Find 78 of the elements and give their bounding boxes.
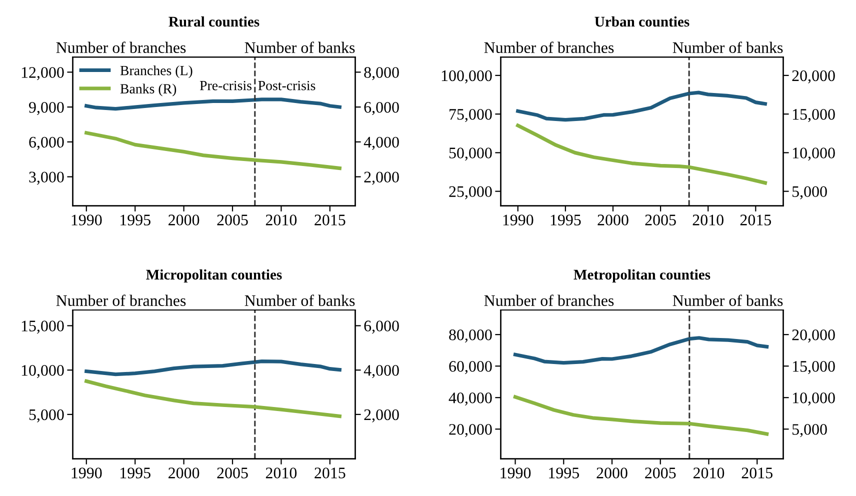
y2-tick-label: 10,000: [792, 148, 835, 161]
x-tick-label: 2015: [314, 214, 346, 226]
x-tick-label: 2010: [266, 214, 297, 226]
y-tick-label: 80,000: [449, 329, 492, 343]
y-tick-label: 3,000: [29, 172, 64, 185]
y-tick-label: 10,000: [22, 364, 64, 378]
y-tick-label: 75,000: [450, 108, 492, 122]
x-tick-label: 1990: [500, 468, 531, 478]
x-tick-label: 2010: [693, 468, 724, 478]
x-tick-label: 2005: [217, 468, 248, 478]
x-tick-label: 2000: [168, 468, 200, 478]
y-tick-label: 60,000: [449, 361, 492, 374]
y-axis-title: Number of branches: [484, 294, 614, 306]
y2-axis-title: Number of banks: [672, 294, 783, 306]
annotation: Pre-crisis: [200, 80, 252, 90]
y2-tick-label: 8,000: [364, 67, 399, 80]
x-tick-label: 2010: [692, 214, 724, 226]
y2-tick-label: 10,000: [792, 392, 835, 406]
y-tick-label: 20,000: [449, 424, 492, 438]
x-tick-label: 2005: [217, 214, 248, 226]
x-tick-label: 2005: [645, 468, 676, 478]
line-series: [513, 336, 769, 365]
x-tick-label: 2005: [645, 214, 676, 226]
y-tick-label: 15,000: [22, 320, 64, 334]
x-tick-label: 2010: [266, 468, 297, 478]
y-tick-label: 40,000: [448, 392, 492, 406]
y-tick-label: 6,000: [29, 136, 64, 150]
x-tick-label: 1995: [120, 214, 150, 226]
y-tick-label: 100,000: [442, 70, 492, 84]
y-tick-label: 25,000: [449, 186, 492, 200]
x-tick-label: 1990: [503, 214, 534, 226]
line-series: [84, 359, 342, 376]
chart-title: Metropolitan counties: [574, 269, 710, 283]
y-tick-label: 12,000: [22, 67, 64, 80]
x-tick-label: 2015: [742, 468, 772, 478]
y2-tick-label: 6,000: [364, 320, 399, 334]
y-axis-title: Number of branches: [484, 42, 614, 54]
y-tick-label: 5,000: [29, 409, 64, 422]
line-series: [84, 98, 342, 111]
legend-label: Branches (L): [120, 65, 192, 78]
chart-title: Micropolitan counties: [146, 269, 282, 283]
y-tick-label: 9,000: [29, 102, 64, 116]
y2-tick-label: 20,000: [792, 70, 835, 84]
x-tick-label: 1995: [550, 214, 581, 226]
x-tick-label: 2000: [596, 468, 628, 478]
y2-tick-label: 15,000: [792, 108, 835, 122]
y2-axis-title: Number of banks: [672, 42, 783, 54]
x-tick-label: 1995: [120, 468, 150, 478]
y2-axis-title: Number of banks: [244, 294, 355, 306]
line-series: [84, 131, 342, 170]
y2-axis-title: Number of banks: [244, 42, 355, 54]
y2-tick-label: 4,000: [364, 364, 399, 378]
y2-tick-label: 2,000: [364, 409, 399, 422]
x-tick-label: 2015: [740, 214, 772, 226]
x-tick-label: 2000: [168, 214, 200, 226]
y-axis-title: Number of branches: [56, 294, 186, 306]
line-series: [516, 90, 767, 122]
x-tick-label: 1995: [549, 468, 579, 478]
line-series: [516, 124, 767, 185]
y2-tick-label: 2,000: [364, 172, 399, 185]
x-tick-label: 1990: [72, 468, 102, 478]
y2-tick-label: 15,000: [792, 361, 835, 374]
chart-title: Rural counties: [168, 16, 260, 27]
legend-label: Banks (R): [120, 84, 176, 96]
x-tick-label: 2000: [598, 214, 628, 226]
y2-tick-label: 4,000: [364, 136, 399, 150]
y2-tick-label: 6,000: [364, 102, 399, 116]
x-tick-label: 1990: [72, 214, 102, 226]
annotation: Post-crisis: [258, 80, 316, 90]
chart-title: Urban counties: [594, 16, 690, 27]
line-series: [513, 395, 769, 436]
line-series: [84, 379, 342, 418]
y2-tick-label: 5,000: [792, 424, 827, 438]
y-axis-title: Number of branches: [56, 42, 186, 54]
y2-tick-label: 5,000: [792, 186, 827, 200]
y-tick-label: 50,000: [449, 148, 492, 161]
y2-tick-label: 20,000: [792, 329, 835, 343]
x-tick-label: 2015: [314, 468, 346, 478]
